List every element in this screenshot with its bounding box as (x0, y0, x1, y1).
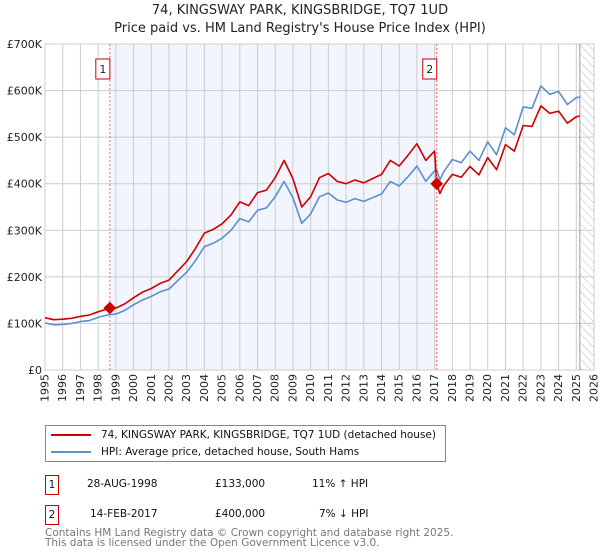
chart-legend: 74, KINGSWAY PARK, KINGSBRIDGE, TQ7 1UD … (45, 425, 446, 462)
x-tick-label: 1997 (74, 374, 87, 402)
footer-licence: This data is licensed under the Open Gov… (45, 537, 380, 549)
sale-label-box (95, 58, 111, 80)
y-tick-label: £600K (7, 85, 43, 98)
x-tick-label: 2020 (481, 374, 494, 402)
legend-item-hpi: HPI: Average price, detached house, Sout… (51, 444, 359, 460)
y-tick-label: £100K (7, 317, 43, 330)
sale-label: 2 (426, 63, 433, 76)
x-tick-label: 1998 (92, 374, 105, 402)
legend-item-property: 74, KINGSWAY PARK, KINGSBRIDGE, TQ7 1UD … (51, 427, 436, 443)
hpi-line (44, 85, 580, 326)
x-tick-label: 2016 (410, 374, 423, 402)
sale-point (430, 177, 444, 191)
x-tick-label: 2002 (162, 374, 175, 402)
x-tick-label: 2010 (304, 374, 317, 402)
sale-row-2: 2 14-FEB-2017 £400,000 7% ↓ HPI (45, 505, 445, 525)
x-tick-label: 2012 (340, 374, 353, 402)
chart-subtitle: Price paid vs. HM Land Registry's House … (114, 21, 486, 36)
sale-hpi-diff: 11% ↑ HPI (312, 478, 369, 490)
x-tick-label: 1995 (39, 374, 52, 402)
sale-label: 1 (99, 63, 106, 76)
sale-price: £400,000 (215, 508, 266, 520)
price-chart: 1995 1996 1997 1998 1999 2000 2001 2002 2003 2004… (7, 38, 600, 402)
x-tick-label: 2005 (216, 374, 229, 402)
x-tick-label: 2015 (393, 374, 406, 402)
x-tick-label: 2023 (534, 374, 547, 402)
x-tick-label: 2026 (588, 374, 600, 402)
x-tick-label: 2001 (145, 374, 158, 402)
sale-hpi-diff: 7% ↓ HPI (319, 508, 369, 520)
forecast-hatch (579, 44, 594, 370)
x-tick-label: 2006 (233, 374, 246, 402)
x-tick-label: 2008 (269, 374, 282, 402)
x-tick-label: 2013 (357, 374, 370, 402)
plot-border (44, 43, 595, 371)
x-tick-label: 2022 (517, 374, 530, 402)
chart-title: 74, KINGSWAY PARK, KINGSBRIDGE, TQ7 1UD (151, 3, 449, 18)
x-tick-label: 2017 (428, 374, 441, 402)
x-tick-label: 2021 (499, 374, 512, 402)
y-tick-label: £300K (7, 224, 43, 237)
sale-badge: 1 (45, 475, 59, 495)
sale-point (103, 301, 117, 315)
x-tick-label: 2011 (322, 374, 335, 402)
x-tick-label: 2024 (552, 374, 565, 402)
x-tick-label: 2018 (446, 374, 459, 402)
sale-badge: 2 (45, 505, 59, 525)
x-tick-label: 2003 (180, 374, 193, 402)
sale-row-1: 1 28-AUG-1998 £133,000 11% ↑ HPI (45, 475, 445, 495)
sale-price: £133,000 (215, 478, 266, 490)
legend-label: HPI: Average price, detached house, Sout… (101, 446, 360, 458)
x-tick-label: 2000 (127, 374, 140, 402)
x-tick-label: 2009 (286, 374, 299, 402)
y-tick-label: £400K (7, 178, 43, 191)
sale-label-box (422, 58, 438, 80)
x-tick-label: 2014 (375, 374, 388, 402)
x-tick-label: 2007 (251, 374, 264, 402)
legend-label: 74, KINGSWAY PARK, KINGSBRIDGE, TQ7 1UD … (101, 429, 436, 441)
x-tick-label: 2025 (570, 374, 583, 402)
legend-swatch-red (51, 434, 91, 436)
x-tick-label: 2019 (464, 374, 477, 402)
x-tick-label: 2004 (198, 374, 211, 402)
property-price-line (44, 105, 580, 321)
y-tick-label: £200K (7, 271, 43, 284)
y-tick-label: £500K (7, 131, 43, 144)
y-tick-label: £700K (7, 38, 43, 51)
x-tick-label: 1999 (109, 374, 122, 402)
sale-date: 28-AUG-1998 (87, 478, 158, 490)
footer-copyright: Contains HM Land Registry data © Crown c… (45, 527, 454, 539)
sale-date: 14-FEB-2017 (90, 508, 158, 520)
y-tick-label: £0 (28, 364, 42, 377)
footer: Contains HM Land Registry data © Crown c… (45, 527, 454, 549)
legend-swatch-blue (51, 451, 91, 453)
ownership-shade (109, 44, 437, 370)
x-tick-label: 1996 (56, 374, 69, 402)
